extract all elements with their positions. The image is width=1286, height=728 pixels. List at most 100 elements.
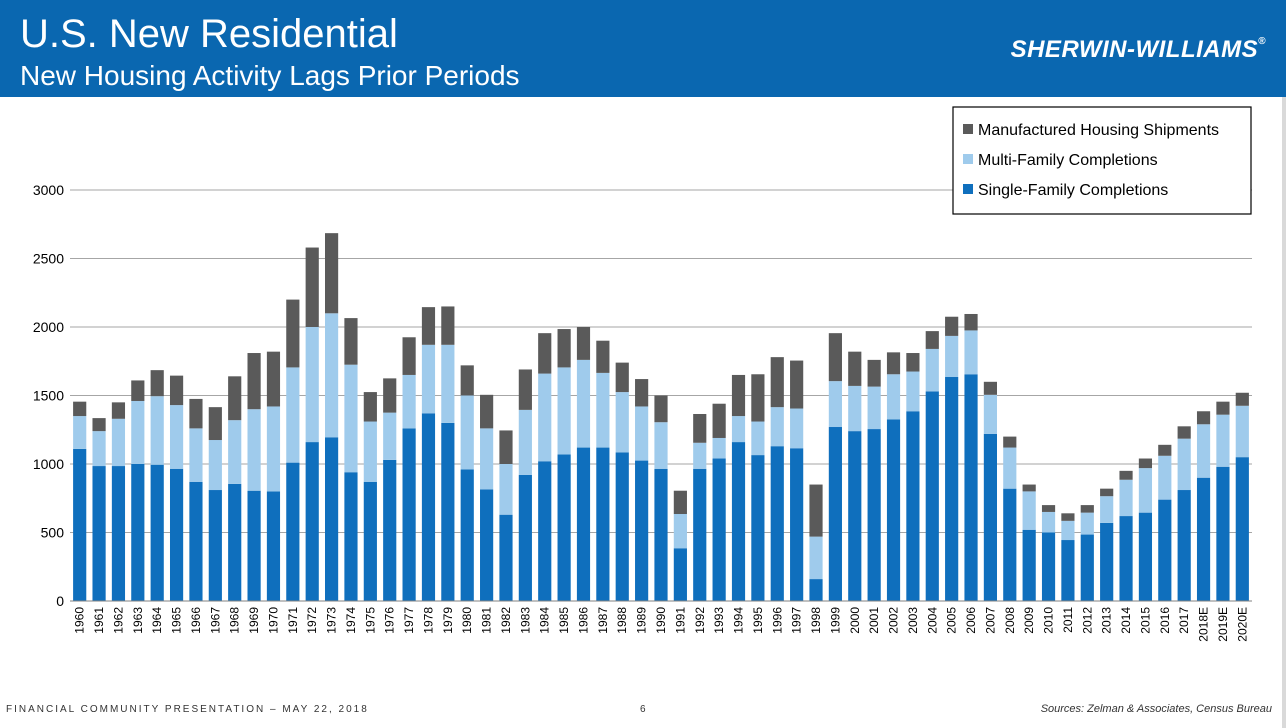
bar-segment	[131, 380, 145, 401]
bar-segment	[712, 437, 726, 459]
x-tick-label: 1981	[480, 607, 494, 634]
footer-sources: Sources: Zelman & Associates, Census Bur…	[1040, 703, 1272, 715]
bar-segment	[325, 437, 339, 601]
bar-segment	[693, 413, 707, 443]
bar-segment	[441, 344, 455, 423]
bar-segment	[731, 374, 746, 417]
bar-segment	[1177, 426, 1191, 439]
x-tick-label: 1990	[654, 607, 668, 634]
bar-segment	[557, 454, 571, 601]
bar-segment	[1158, 444, 1172, 456]
bar-segment	[635, 379, 649, 407]
bar-segment	[441, 422, 455, 601]
bar-segment	[460, 395, 474, 470]
bar-segment	[1119, 516, 1133, 601]
logo-text: SHERWIN-WILLIAMS	[1010, 36, 1259, 63]
x-tick-label: 2006	[964, 607, 978, 634]
y-tick-label: 500	[41, 525, 65, 541]
bar-segment	[325, 233, 339, 314]
x-tick-label: 2004	[925, 607, 939, 634]
bar-segment	[286, 462, 300, 601]
x-tick-label: 1998	[809, 607, 823, 634]
x-tick-label: 2014	[1119, 607, 1133, 634]
bar-segment	[770, 446, 784, 601]
bar-segment	[983, 433, 997, 601]
bar-segment	[1196, 411, 1211, 425]
legend: Manufactured Housing Shipments Multi-Fami…	[952, 106, 1252, 215]
bar-segment	[131, 400, 145, 464]
bar-segment	[1003, 488, 1017, 601]
bar-segment	[460, 469, 474, 601]
bar-segment	[790, 408, 804, 449]
y-tick-label: 1000	[33, 456, 64, 472]
x-tick-label: 2001	[867, 607, 881, 634]
bar-segment	[1235, 405, 1249, 458]
bar-segment	[150, 396, 164, 465]
bar-segment	[421, 307, 436, 345]
bar-segment	[421, 413, 436, 601]
y-tick-label: 2500	[33, 251, 64, 267]
bar-segment	[1061, 540, 1075, 601]
bar-segment	[1100, 522, 1114, 601]
bar-segment	[906, 371, 920, 412]
x-tick-label: 1980	[460, 607, 474, 634]
bar-segment	[1080, 505, 1094, 513]
x-tick-label: 1963	[131, 607, 145, 634]
bar-segment	[906, 353, 920, 372]
legend-label: Single-Family Completions	[978, 182, 1168, 199]
bar-segment	[906, 411, 920, 601]
bar-segment	[925, 331, 939, 349]
x-tick-label: 1966	[189, 607, 203, 634]
bar-segment	[925, 348, 939, 392]
x-tick-label: 2018E	[1197, 607, 1211, 642]
x-tick-label: 1986	[576, 607, 590, 634]
bar-segment	[228, 420, 242, 484]
bar-segment	[1100, 488, 1114, 497]
bar-segment	[169, 405, 184, 469]
x-tick-label: 1978	[421, 607, 435, 634]
bar-segment	[867, 386, 881, 430]
bar-segment	[828, 381, 842, 428]
x-axis-ticks: 1960 1961 1962 1963 1964 1965 1966 1967 1968 1969…	[73, 607, 1250, 642]
x-tick-label: 2019E	[1216, 607, 1230, 642]
x-tick-label: 2008	[1003, 607, 1017, 634]
x-tick-label: 2013	[1100, 607, 1114, 634]
x-tick-label: 1967	[208, 607, 222, 634]
x-tick-label: 1973	[325, 607, 339, 634]
bar-segment	[150, 464, 164, 601]
bar-segment	[751, 374, 765, 422]
x-tick-label: 1960	[73, 607, 87, 634]
bar-segment	[576, 327, 591, 360]
x-tick-label: 1970	[266, 607, 280, 634]
bar-segment	[712, 458, 726, 601]
bar-segment	[596, 372, 610, 448]
y-tick-label: 0	[56, 593, 64, 609]
bar-segment	[421, 344, 436, 414]
bar-segment	[1100, 496, 1114, 523]
bar-segment	[73, 448, 87, 601]
bar-segment	[538, 461, 552, 601]
bar-segment	[693, 442, 707, 469]
bar-segment	[1041, 511, 1056, 533]
bar-segment	[518, 474, 532, 601]
bar-segment	[673, 490, 687, 515]
bar-segment	[325, 313, 339, 438]
bars	[73, 233, 1249, 601]
bar-segment	[1235, 392, 1249, 406]
y-tick-label: 3000	[33, 182, 64, 198]
bar-segment	[189, 428, 203, 482]
x-tick-label: 1997	[790, 607, 804, 634]
slide-edge-shadow	[1282, 97, 1286, 728]
bar-segment	[305, 247, 319, 327]
bar-segment	[790, 360, 804, 409]
x-tick-label: 1969	[247, 607, 261, 634]
x-tick-label: 1979	[441, 607, 455, 634]
x-tick-label: 2009	[1022, 607, 1036, 634]
bar-segment	[266, 406, 281, 492]
bar-segment	[576, 359, 591, 448]
bar-segment	[92, 466, 106, 601]
x-tick-label: 1985	[557, 607, 571, 634]
bar-segment	[208, 440, 222, 491]
legend-label: Manufactured Housing Shipments	[978, 122, 1219, 139]
